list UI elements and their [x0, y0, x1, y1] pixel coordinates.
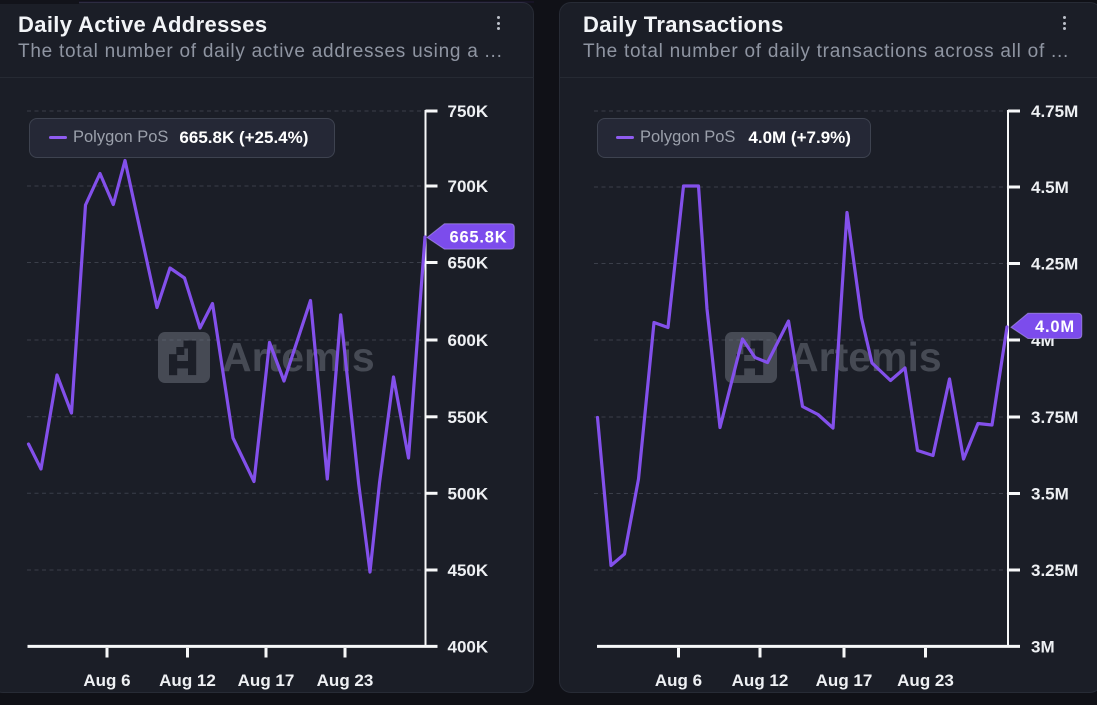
svg-text:550K: 550K [448, 408, 489, 427]
svg-text:4.25M: 4.25M [1031, 255, 1078, 274]
svg-text:400K: 400K [448, 638, 489, 657]
svg-text:500K: 500K [448, 484, 489, 503]
svg-text:Aug 12: Aug 12 [732, 671, 789, 690]
svg-text:Aug 23: Aug 23 [897, 671, 954, 690]
svg-text:Artemis: Artemis [789, 334, 942, 380]
svg-text:3M: 3M [1031, 638, 1055, 657]
svg-text:4.75M: 4.75M [1031, 102, 1078, 121]
svg-text:750K: 750K [448, 102, 489, 121]
svg-text:665.8K: 665.8K [449, 229, 507, 247]
svg-text:Aug 23: Aug 23 [317, 671, 374, 690]
svg-text:700K: 700K [448, 177, 489, 196]
svg-text:3.5M: 3.5M [1031, 485, 1069, 504]
svg-text:4.5M: 4.5M [1031, 178, 1069, 197]
svg-text:4.0M: 4.0M [1035, 318, 1075, 336]
svg-text:3.75M: 3.75M [1031, 408, 1078, 427]
svg-text:Aug 17: Aug 17 [238, 671, 295, 690]
svg-text:650K: 650K [448, 254, 489, 273]
svg-text:600K: 600K [448, 331, 489, 350]
svg-text:Aug 12: Aug 12 [159, 671, 216, 690]
svg-text:Aug 6: Aug 6 [83, 671, 130, 690]
svg-text:Aug 17: Aug 17 [816, 671, 873, 690]
svg-text:3.25M: 3.25M [1031, 561, 1078, 580]
svg-text:450K: 450K [448, 561, 489, 580]
svg-text:Aug 6: Aug 6 [655, 671, 702, 690]
